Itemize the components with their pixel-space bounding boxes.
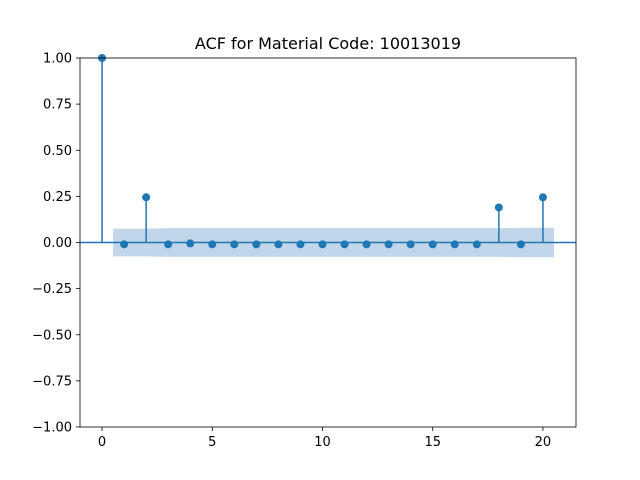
stem-marker [450,240,459,249]
stem-marker [318,240,327,249]
y-tick-label: −1.00 [32,421,72,436]
x-tick-label: 0 [98,435,106,450]
y-axis-ticks: −1.00 −0.75 −0.50 −0.25 0.00 0.25 0.50 0.75 1.00 [32,52,80,436]
y-tick-label: 0.00 [43,236,72,251]
x-axis-ticks: 0 5 10 15 20 [98,427,551,450]
y-tick-label: 0.25 [43,190,72,205]
y-tick-label: −0.50 [32,328,72,343]
stem-marker [384,240,393,249]
x-tick-label: 20 [535,435,552,450]
stem-marker [274,240,283,249]
stem-marker [142,193,151,202]
stem-marker [230,240,239,249]
stem-marker [208,240,217,249]
chart-title: ACF for Material Code: 10013019 [195,34,461,53]
y-tick-label: 0.75 [43,98,72,113]
y-tick-label: 0.50 [43,144,72,159]
stem-marker [406,240,415,249]
stem-marker [538,193,547,202]
stem-marker [494,203,503,212]
stem-marker [472,240,481,249]
stem-marker [252,240,261,249]
stem-layer [98,54,547,249]
stem-marker [362,240,371,249]
x-tick-label: 5 [208,435,216,450]
x-tick-label: 15 [424,435,441,450]
stem-marker [516,240,525,249]
stem-marker [296,240,305,249]
y-tick-label: −0.75 [32,374,72,389]
y-tick-label: −0.25 [32,282,72,297]
stem-marker [428,240,437,249]
stem-marker [340,240,349,249]
stem-marker [164,240,173,249]
stem-marker [186,239,195,248]
stem-marker [120,240,129,249]
y-tick-label: 1.00 [43,52,72,67]
x-tick-label: 10 [314,435,331,450]
